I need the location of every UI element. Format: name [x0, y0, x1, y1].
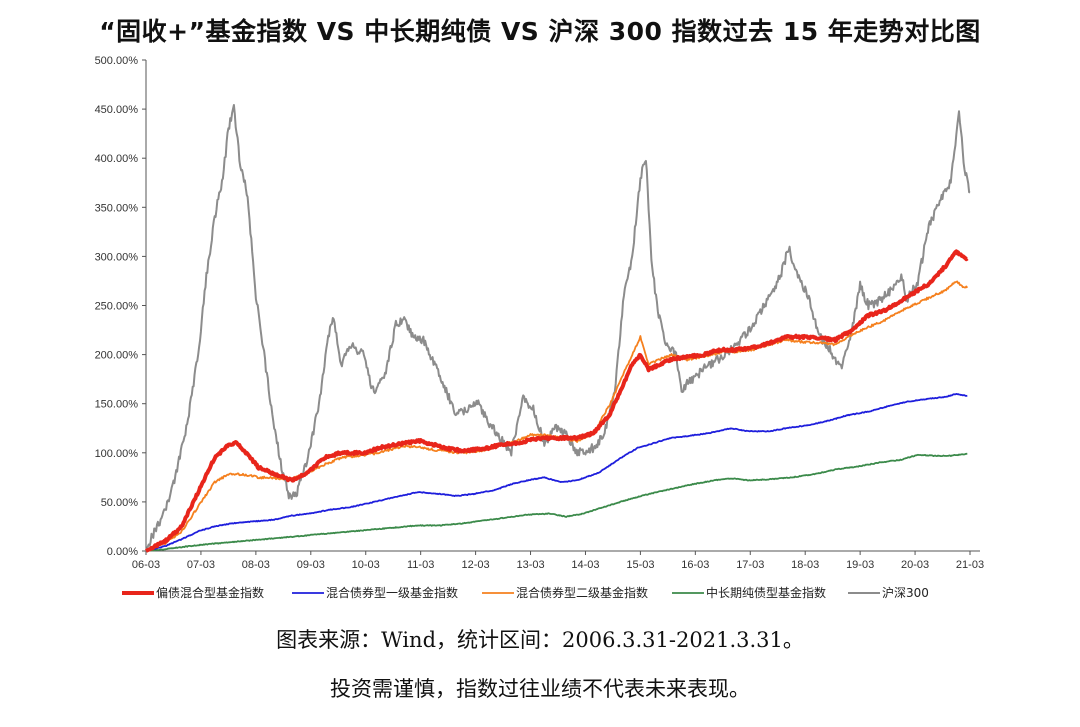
- x-axis-ticks: 06-03 07-03 08-03 09-03 10-03 11-03 12-03 13-03…: [132, 551, 984, 571]
- x-tick-label: 10-03: [352, 559, 380, 571]
- source-note: 图表来源：Wind，统计区间：2006.3.31-2021.3.31。: [276, 628, 804, 652]
- series-line-3: [145, 452, 968, 552]
- x-tick-label: 15-03: [626, 559, 654, 571]
- y-tick-label: 300.00%: [95, 251, 139, 263]
- y-tick-label: 0.00%: [107, 546, 138, 558]
- x-tick-label: 17-03: [736, 559, 764, 571]
- y-tick-label: 150.00%: [95, 399, 139, 411]
- x-tick-label: 21-03: [956, 559, 984, 571]
- x-tick-label: 07-03: [187, 559, 215, 571]
- y-tick-label: 350.00%: [95, 202, 139, 214]
- x-tick-label: 11-03: [407, 559, 434, 571]
- y-tick-label: 400.00%: [95, 153, 139, 165]
- y-tick-label: 500.00%: [95, 55, 139, 67]
- disclaimer-note: 投资需谨慎，指数过往业绩不代表未来表现。: [330, 677, 750, 701]
- y-tick-label: 200.00%: [95, 350, 139, 362]
- series-line-4: [145, 104, 971, 552]
- legend-label-2: 混合债券型二级基金指数: [516, 585, 648, 600]
- y-tick-label: 50.00%: [101, 497, 139, 509]
- legend-label-1: 混合债券型一级基金指数: [326, 585, 458, 600]
- series-line-1: [145, 392, 968, 552]
- chart-legend: 偏债混合型基金指数 混合债券型一级基金指数 混合债券型二级基金指数 中长期纯债型基金指…: [122, 585, 929, 600]
- x-tick-label: 08-03: [242, 559, 270, 571]
- chart-title: “固收+”基金指数 VS 中长期纯债 VS 沪深 300 指数过去 15 年走势…: [99, 17, 981, 46]
- x-tick-label: 06-03: [132, 559, 160, 571]
- legend-label-3: 中长期纯债型基金指数: [706, 585, 826, 600]
- series-lines: [144, 104, 971, 553]
- y-tick-label: 450.00%: [95, 104, 139, 116]
- y-tick-label: 250.00%: [95, 301, 139, 313]
- x-tick-label: 18-03: [791, 559, 819, 571]
- legend-label-0: 偏债混合型基金指数: [156, 585, 264, 600]
- y-axis-ticks: 0.00% 50.00% 100.00% 150.00% 200.00% 250.00% 3…: [95, 55, 146, 558]
- x-tick-label: 20-03: [901, 559, 929, 571]
- x-tick-label: 19-03: [846, 559, 874, 571]
- series-line-0: [144, 249, 969, 553]
- x-tick-label: 13-03: [516, 559, 544, 571]
- x-tick-label: 14-03: [571, 559, 599, 571]
- x-tick-label: 16-03: [681, 559, 709, 571]
- x-tick-label: 09-03: [297, 559, 325, 571]
- y-tick-label: 100.00%: [95, 448, 139, 460]
- legend-label-4: 沪深300: [882, 586, 929, 600]
- line-chart: 0.00% 50.00% 100.00% 150.00% 200.00% 250.00% 3…: [95, 55, 985, 600]
- x-tick-label: 12-03: [462, 559, 490, 571]
